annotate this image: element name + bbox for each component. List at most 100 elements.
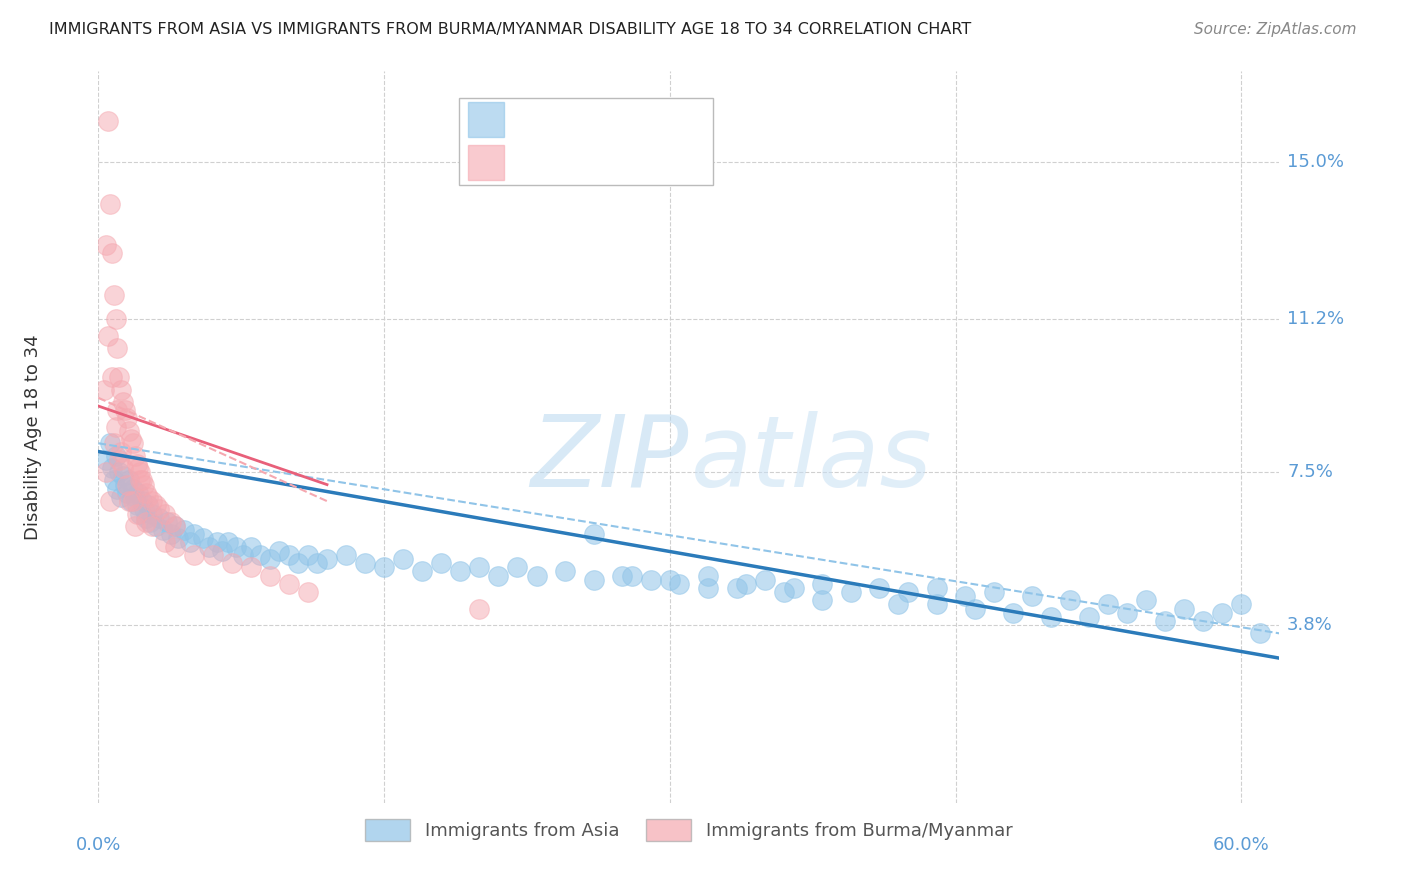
Point <box>135 510 157 524</box>
Point <box>145 519 167 533</box>
Point <box>297 585 319 599</box>
Point <box>640 573 662 587</box>
Point <box>1154 614 1177 628</box>
Text: 0.0%: 0.0% <box>76 836 121 854</box>
Point <box>773 585 796 599</box>
Point <box>783 581 806 595</box>
Point <box>97 328 120 343</box>
Point <box>103 436 125 450</box>
Point <box>1097 598 1119 612</box>
Point <box>112 469 135 483</box>
Point <box>205 535 228 549</box>
Point <box>98 196 121 211</box>
Point <box>124 449 146 463</box>
Point <box>297 548 319 562</box>
Point <box>868 581 890 595</box>
Point <box>526 568 548 582</box>
Point <box>983 585 1005 599</box>
Point <box>124 490 146 504</box>
Point <box>201 548 224 562</box>
Point <box>211 543 233 558</box>
Point <box>129 474 152 488</box>
Point <box>125 507 148 521</box>
Point <box>112 395 135 409</box>
Point <box>1059 593 1081 607</box>
FancyBboxPatch shape <box>458 98 713 185</box>
Point <box>1135 593 1157 607</box>
Point <box>754 573 776 587</box>
Point <box>811 593 834 607</box>
Point <box>217 535 239 549</box>
Point <box>925 581 948 595</box>
Point <box>1078 610 1101 624</box>
FancyBboxPatch shape <box>468 103 503 137</box>
Point <box>100 461 122 475</box>
Text: 15.0%: 15.0% <box>1286 153 1344 171</box>
Point <box>104 419 127 434</box>
Point <box>148 510 170 524</box>
Point <box>811 576 834 591</box>
Point <box>107 403 129 417</box>
Point <box>612 568 634 582</box>
Point <box>193 532 215 546</box>
Point <box>173 523 195 537</box>
Point <box>887 598 910 612</box>
Point <box>506 560 529 574</box>
Point <box>839 585 862 599</box>
Point <box>159 515 181 529</box>
Point <box>134 502 156 516</box>
Point <box>114 477 136 491</box>
Point <box>259 552 281 566</box>
Point <box>392 552 415 566</box>
Point <box>141 494 163 508</box>
Point <box>183 527 205 541</box>
Point <box>316 552 339 566</box>
Point <box>107 482 129 496</box>
Point <box>135 486 157 500</box>
Point <box>135 515 157 529</box>
Point <box>225 540 247 554</box>
Point <box>239 560 262 574</box>
Point <box>118 424 141 438</box>
Point <box>115 411 138 425</box>
Point <box>141 507 163 521</box>
Point <box>1116 606 1139 620</box>
Point <box>127 486 149 500</box>
Point <box>468 601 491 615</box>
Point <box>103 474 125 488</box>
Point <box>373 560 395 574</box>
Point <box>582 527 605 541</box>
Point <box>108 452 131 467</box>
Point <box>159 527 181 541</box>
Point <box>1173 601 1195 615</box>
Point <box>953 589 976 603</box>
Point <box>277 548 299 562</box>
Text: 7.5%: 7.5% <box>1286 463 1333 481</box>
Point <box>108 465 131 479</box>
Point <box>141 519 163 533</box>
Point <box>1230 598 1253 612</box>
Point <box>152 523 174 537</box>
Point <box>110 444 132 458</box>
Point <box>120 432 142 446</box>
Point <box>468 560 491 574</box>
Text: N =  58: N = 58 <box>619 151 692 169</box>
Point <box>1192 614 1215 628</box>
Point <box>110 383 132 397</box>
Point <box>127 461 149 475</box>
Point <box>131 474 153 488</box>
Point <box>163 540 186 554</box>
Point <box>114 403 136 417</box>
FancyBboxPatch shape <box>468 145 503 180</box>
Point <box>129 507 152 521</box>
Point <box>658 573 681 587</box>
Point <box>335 548 357 562</box>
Point <box>98 436 121 450</box>
Text: Disability Age 18 to 34: Disability Age 18 to 34 <box>24 334 42 540</box>
Point <box>554 565 576 579</box>
Point <box>1249 626 1271 640</box>
Point <box>139 515 162 529</box>
Point <box>104 449 127 463</box>
Point <box>307 556 329 570</box>
Point <box>179 535 201 549</box>
